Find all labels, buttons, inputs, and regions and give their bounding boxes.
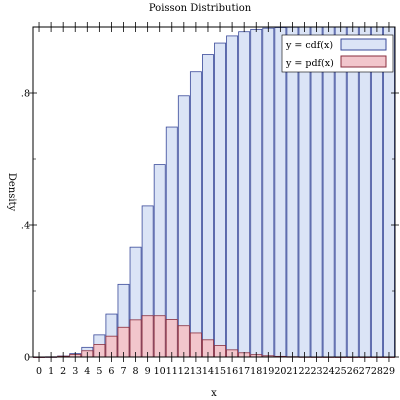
x-tick-label: 3 (72, 366, 78, 377)
x-tick-label: 25 (335, 366, 347, 377)
x-tick-label: 27 (359, 366, 371, 377)
x-axis: 0 1 2 3 4 5 6 7 8 9 10 11 12 13 14 15 16 17 18 19 20 21 22 23 24… (36, 22, 395, 377)
x-axis-label: x (211, 388, 217, 399)
x-tick-label: 2 (60, 366, 66, 377)
cdf-bar (226, 35, 239, 358)
y-axis-label: Density (6, 173, 17, 212)
pdf-bar (153, 315, 166, 358)
x-tick-label: 20 (274, 366, 286, 377)
cdf-bar (286, 26, 299, 358)
x-tick-label: 10 (154, 366, 166, 377)
x-tick-label: 18 (250, 366, 262, 377)
cdf-bar (250, 28, 263, 358)
x-tick-label: 16 (226, 366, 238, 377)
plot-frame (32, 26, 396, 358)
chart-title: Poisson Distribution (149, 3, 252, 14)
x-tick-label: 13 (190, 366, 202, 377)
x-tick-label: 17 (238, 366, 250, 377)
y-tick-label: 0 (24, 353, 30, 364)
y-tick-label: .8 (21, 89, 30, 100)
cdf-bar (189, 71, 202, 358)
cdf-bar (274, 27, 287, 358)
cdf-bar (346, 26, 359, 358)
y-axis: 0 .4 .8 (21, 89, 399, 364)
x-tick-label: 28 (371, 366, 383, 377)
pdf-bar (141, 315, 154, 358)
cdf-bar (310, 26, 323, 358)
cdf-bar (214, 42, 226, 358)
x-tick-label: 29 (383, 366, 395, 377)
cdf-bar (298, 26, 311, 358)
x-tick-label: 26 (347, 366, 359, 377)
y-tick-label: .4 (21, 221, 30, 232)
x-tick-label: 5 (96, 366, 102, 377)
x-tick-label: 15 (214, 366, 226, 377)
cdf-bar (383, 26, 395, 358)
x-tick-label: 6 (108, 366, 114, 377)
legend: y = cdf(x) y = pdf(x) (281, 34, 394, 73)
cdf-bar (238, 31, 251, 358)
cdf-bar (177, 95, 190, 358)
x-tick-label: 9 (145, 366, 151, 377)
cdf-series (33, 26, 395, 358)
cdf-bar (358, 26, 371, 358)
pdf-bar (165, 319, 178, 358)
cdf-bar (370, 26, 383, 358)
x-tick-label: 0 (36, 366, 42, 377)
cdf-bar (262, 27, 275, 358)
pdf-bar (129, 319, 142, 358)
x-tick-label: 21 (286, 366, 298, 377)
x-tick-label: 22 (298, 366, 310, 377)
legend-label-pdf: y = pdf(x) (285, 58, 334, 69)
cdf-bar (322, 26, 335, 358)
x-tick-label: 19 (262, 366, 274, 377)
x-tick-label: 7 (120, 366, 126, 377)
legend-swatch-pdf (340, 55, 387, 68)
cdf-bar (202, 54, 214, 358)
legend-label-cdf: y = cdf(x) (285, 40, 333, 51)
x-tick-label: 4 (84, 366, 90, 377)
x-tick-label: 1 (48, 366, 54, 377)
legend-swatch-cdf (340, 38, 387, 51)
x-tick-label: 11 (166, 366, 178, 377)
x-tick-label: 12 (178, 366, 190, 377)
x-tick-label: 23 (311, 366, 323, 377)
cdf-bar (334, 26, 347, 358)
x-tick-label: 8 (133, 366, 139, 377)
x-tick-label: 14 (202, 366, 214, 377)
x-tick-label: 24 (323, 366, 335, 377)
